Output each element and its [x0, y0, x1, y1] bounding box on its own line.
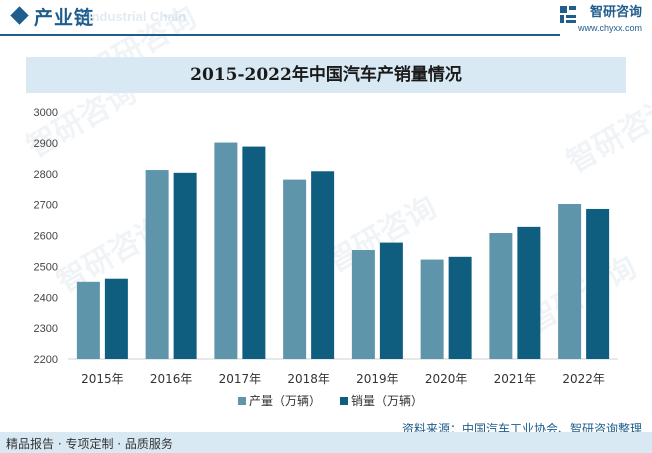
x-tick-label: 2016年 — [150, 372, 193, 386]
bar-production — [283, 179, 307, 359]
header-divider — [0, 34, 560, 36]
y-tick-label: 2500 — [34, 261, 58, 273]
bar-sales — [586, 208, 610, 359]
x-tick-label: 2018年 — [287, 372, 330, 386]
y-tick-label: 3000 — [34, 107, 58, 119]
section-subtitle: Industrial Chain — [88, 9, 187, 24]
x-tick-label: 2015年 — [81, 372, 124, 386]
chart-title-bar: 2015-2022年中国汽车产销量情况 — [26, 57, 626, 93]
x-tick-label: 2017年 — [219, 372, 262, 386]
brand-url[interactable]: www.chyxx.com — [577, 23, 642, 33]
x-tick-label: 2019年 — [356, 372, 399, 386]
bar-sales — [517, 226, 541, 359]
bar-production — [558, 204, 582, 359]
bar-production — [214, 142, 238, 359]
bar-production — [420, 259, 444, 359]
bar-sales — [104, 278, 128, 359]
bar-sales — [311, 171, 335, 359]
y-tick-label: 2200 — [34, 354, 58, 366]
bar-sales — [242, 146, 266, 359]
y-tick-label: 2800 — [34, 169, 58, 181]
bar-production — [145, 170, 169, 359]
footer-slogan: 精品报告 · 专项定制 · 品质服务 — [6, 437, 173, 451]
brand-logo-icon — [560, 6, 576, 23]
y-tick-label: 2700 — [34, 200, 58, 212]
section-title: 产业链 — [34, 7, 95, 29]
x-tick-label: 2021年 — [494, 372, 537, 386]
brand-name: 智研咨询 — [589, 5, 642, 20]
y-tick-label: 2400 — [34, 292, 58, 304]
bar-production — [351, 250, 375, 359]
legend-swatch — [238, 397, 246, 405]
bar-production — [489, 233, 513, 359]
legend-swatch — [340, 397, 348, 405]
bar-sales — [173, 172, 197, 359]
x-tick-label: 2022年 — [562, 372, 605, 386]
y-tick-label: 2600 — [34, 231, 58, 243]
legend-label: 产量（万辆） — [249, 394, 321, 408]
bar-sales — [448, 256, 472, 359]
footer: 精品报告 · 专项定制 · 品质服务 — [0, 432, 652, 453]
legend-label: 销量（万辆） — [351, 394, 423, 408]
chart-title: 2015-2022年中国汽车产销量情况 — [190, 65, 462, 85]
bar-production — [76, 281, 100, 359]
bar-sales — [379, 242, 403, 359]
y-tick-label: 2900 — [34, 138, 58, 150]
y-tick-label: 2300 — [34, 323, 58, 335]
brand: 智研咨询 www.chyxx.com — [560, 4, 642, 33]
header: 产业链 Industrial Chain 智研咨询 www.chyxx.com — [0, 0, 652, 34]
x-tick-label: 2020年 — [425, 372, 468, 386]
